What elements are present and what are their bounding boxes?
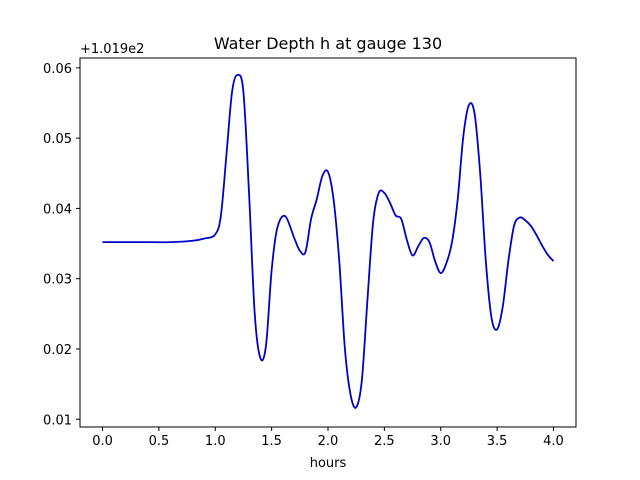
chart-title: Water Depth h at gauge 130 xyxy=(214,34,442,53)
x-tick-label: 1.5 xyxy=(261,434,282,449)
x-tick-label: 0.0 xyxy=(92,434,113,449)
x-axis-label: hours xyxy=(310,456,347,471)
x-tick-label: 1.0 xyxy=(205,434,226,449)
x-tick-label: 3.5 xyxy=(487,434,508,449)
y-tick-label: 0.02 xyxy=(43,343,72,358)
x-tick-label: 3.0 xyxy=(430,434,451,449)
x-axis: 0.0 0.5 1.0 1.5 2.0 2.5 3.0 3.5 4.0 xyxy=(92,427,564,449)
y-tick-label: 0.04 xyxy=(43,202,72,217)
y-tick-label: 0.06 xyxy=(43,62,72,77)
y-tick-label: 0.03 xyxy=(43,273,72,288)
y-tick-label: 0.01 xyxy=(43,413,72,428)
x-tick-label: 2.5 xyxy=(374,434,395,449)
x-tick-label: 0.5 xyxy=(149,434,170,449)
x-tick-label: 4.0 xyxy=(543,434,564,449)
x-tick-label: 2.0 xyxy=(318,434,339,449)
y-axis: 0.01 0.02 0.03 0.04 0.05 0.06 xyxy=(43,62,80,428)
y-tick-label: 0.05 xyxy=(43,132,72,147)
series-line xyxy=(102,73,555,409)
y-offset-label: +1.019e2 xyxy=(80,42,144,57)
